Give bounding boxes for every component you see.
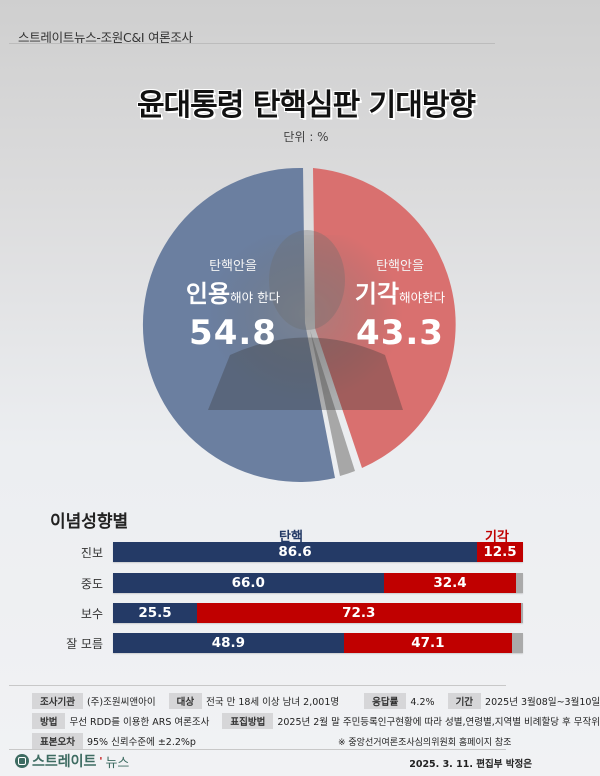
footer-note: ※ 중앙선거여론조사심의위원회 홈페이지 참조: [338, 738, 512, 748]
bar-row-moderate: 중도 66.0 32.4: [0, 573, 600, 593]
logo-sub: 뉴스: [105, 755, 130, 771]
footer-row-3: 표본오차 95% 신뢰수준에 ±2.2%p: [32, 733, 206, 749]
bar-row-unknown: 잘 모름 48.9 47.1: [0, 633, 600, 653]
reject-label: 탄핵안을 기각해야한다 43.3: [330, 255, 470, 353]
portrait-body: [208, 337, 403, 410]
tag-org: 조사기관: [32, 693, 83, 709]
reject-emph: 기각: [354, 280, 400, 308]
text-error: 95% 신뢰수준에 ±2.2%p: [86, 737, 196, 748]
bar-track: 66.0 32.4: [113, 573, 523, 593]
credit-line: 2025. 3. 11. 편집부 박정은: [409, 759, 532, 770]
uphold-emph: 인용: [185, 280, 231, 308]
bar-track: 48.9 47.1: [113, 633, 523, 653]
text-period: 2025년 3월08일~3월10일: [485, 697, 600, 708]
tag-sampling: 표집방법: [222, 713, 274, 729]
reject-value: 43.3: [356, 313, 444, 353]
footer-divider-bottom: [9, 749, 506, 750]
logo-main: 스트레이트: [32, 754, 97, 770]
uphold-label: 탄핵안을 인용해야 한다 54.8: [158, 255, 308, 353]
tag-period: 기간: [447, 693, 482, 709]
brand-logo: 스트레이트 ' 뉴스: [15, 751, 129, 771]
unit-label: 단위 : %: [283, 130, 329, 144]
legend-reject: 기각: [485, 530, 509, 545]
tag-response-rate: 응답률: [364, 693, 407, 709]
bar-track: 25.5 72.3: [113, 603, 523, 623]
top-divider: [9, 43, 495, 44]
text-response-rate: 4.2%: [410, 697, 435, 708]
text-org: (주)조원씨앤아이: [86, 697, 156, 708]
bar-label: 진보: [80, 546, 103, 560]
text-method: 무선 RDD를 이용한 ARS 여론조사: [69, 717, 210, 728]
page-title: 윤대통령 탄핵심판 기대방향: [136, 88, 476, 123]
tag-target: 대상: [168, 693, 203, 709]
bar-row-progressive: 진보 86.6 12.5: [0, 542, 600, 562]
tag-error: 표본오차: [32, 733, 83, 749]
section-title: 이념성향별: [50, 512, 129, 532]
bar-reject: 12.5: [477, 542, 523, 562]
bar-reject: 32.4: [383, 573, 517, 593]
bar-row-conservative: 보수 25.5 72.3: [0, 603, 600, 623]
footer-row-2: 방법 무선 RDD를 이용한 ARS 여론조사 표집방법 2025년 2월 말 주민…: [32, 713, 600, 729]
bar-impeach: 25.5: [113, 603, 198, 623]
legend-impeach: 탄핵: [279, 530, 303, 545]
pie-chart: 탄핵안을 인용해야 한다 54.8 탄핵안을 기각해야한다 43.3: [140, 160, 480, 490]
portrait-overlay: [208, 235, 403, 410]
uphold-prefix: 탄핵안을: [209, 259, 257, 274]
bar-reject: 47.1: [343, 633, 512, 653]
survey-source: 스트레이트뉴스-조원C&I 여론조사: [18, 30, 193, 45]
bar-label: 중도: [80, 577, 103, 591]
pie-svg: [142, 166, 456, 482]
uphold-value: 54.8: [189, 313, 277, 353]
tag-method: 방법: [32, 713, 66, 729]
footer-divider-top: [9, 685, 506, 686]
bar-impeach: 86.6: [113, 542, 478, 562]
uphold-suffix: 해야 한다: [230, 290, 281, 305]
logo-icon: [15, 754, 29, 768]
bar-impeach: 66.0: [113, 573, 384, 593]
bar-label: 잘 모름: [66, 637, 103, 651]
reject-prefix: 탄핵안을: [376, 259, 424, 274]
bar-label: 보수: [80, 607, 103, 621]
bar-reject: 72.3: [197, 603, 521, 623]
logo-accent: ': [99, 755, 103, 767]
footer-row-1: 조사기관 (주)조원씨앤아이 대상 전국 만 18세 이상 남녀 2,001명 응답…: [32, 693, 600, 709]
portrait-head: [269, 230, 345, 330]
text-sampling: 2025년 2월 말 주민등록인구현황에 따라 성별,연령별,지역별 비례할당 …: [277, 717, 600, 728]
bar-impeach: 48.9: [113, 633, 344, 653]
text-target: 전국 만 18세 이상 남녀 2,001명: [206, 697, 340, 708]
bar-track: 86.6 12.5: [113, 542, 523, 562]
reject-suffix: 해야한다: [399, 290, 446, 305]
